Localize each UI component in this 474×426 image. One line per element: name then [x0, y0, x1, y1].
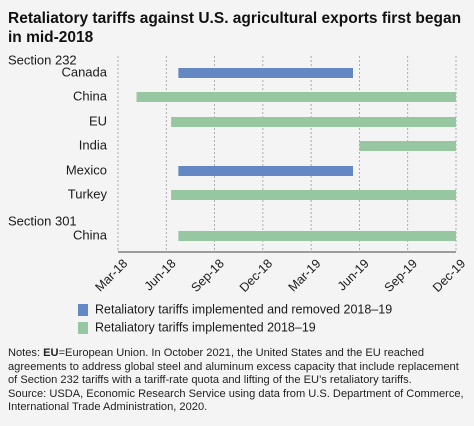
row-label: Canada: [61, 64, 107, 79]
notes-paragraph: Notes: EU=European Union. In October 202…: [8, 347, 470, 388]
row-label: EU: [89, 113, 107, 128]
chart-title: Retaliatory tariffs against U.S. agricul…: [8, 10, 462, 46]
x-tick-label: Sep-18: [189, 256, 227, 294]
legend-swatch: [78, 304, 88, 316]
x-tick-label: Jun-18: [142, 256, 179, 293]
bar-india: [359, 141, 456, 151]
x-tick-label: Mar-19: [286, 256, 324, 294]
x-tick-label: Dec-19: [430, 256, 468, 294]
group-label: Section 232: [8, 52, 77, 67]
legend-swatch: [78, 322, 88, 334]
bar-china: [178, 231, 456, 241]
notes-term: EU: [43, 347, 59, 359]
bar-turkey: [171, 190, 456, 200]
row-label: China: [73, 88, 108, 103]
notes-text: =European Union. In October 2021, the Un…: [8, 347, 459, 387]
row-label: Turkey: [68, 186, 108, 201]
legend-label: Retaliatory tariffs implemented 2018–19: [95, 320, 316, 334]
row-label: Mexico: [66, 162, 107, 177]
notes-prefix: Notes:: [8, 347, 44, 359]
group-label: Section 301: [8, 213, 77, 228]
bar-eu: [171, 117, 456, 127]
source-text: Source: USDA, Economic Research Service …: [8, 387, 464, 414]
x-tick-label: Sep-19: [382, 256, 420, 294]
bar-canada: [178, 68, 353, 78]
bar-mexico: [178, 166, 353, 176]
bar-china: [136, 92, 456, 102]
x-tick-label: Jun-19: [335, 256, 372, 293]
legend-label: Retaliatory tariffs implemented and remo…: [95, 302, 392, 316]
x-tick-label: Dec-18: [237, 256, 275, 294]
row-label: China: [73, 227, 108, 242]
row-label: India: [79, 137, 108, 152]
x-tick-label: Mar-18: [92, 256, 130, 294]
chart-notes: Notes: EU=European Union. In October 202…: [8, 347, 470, 415]
